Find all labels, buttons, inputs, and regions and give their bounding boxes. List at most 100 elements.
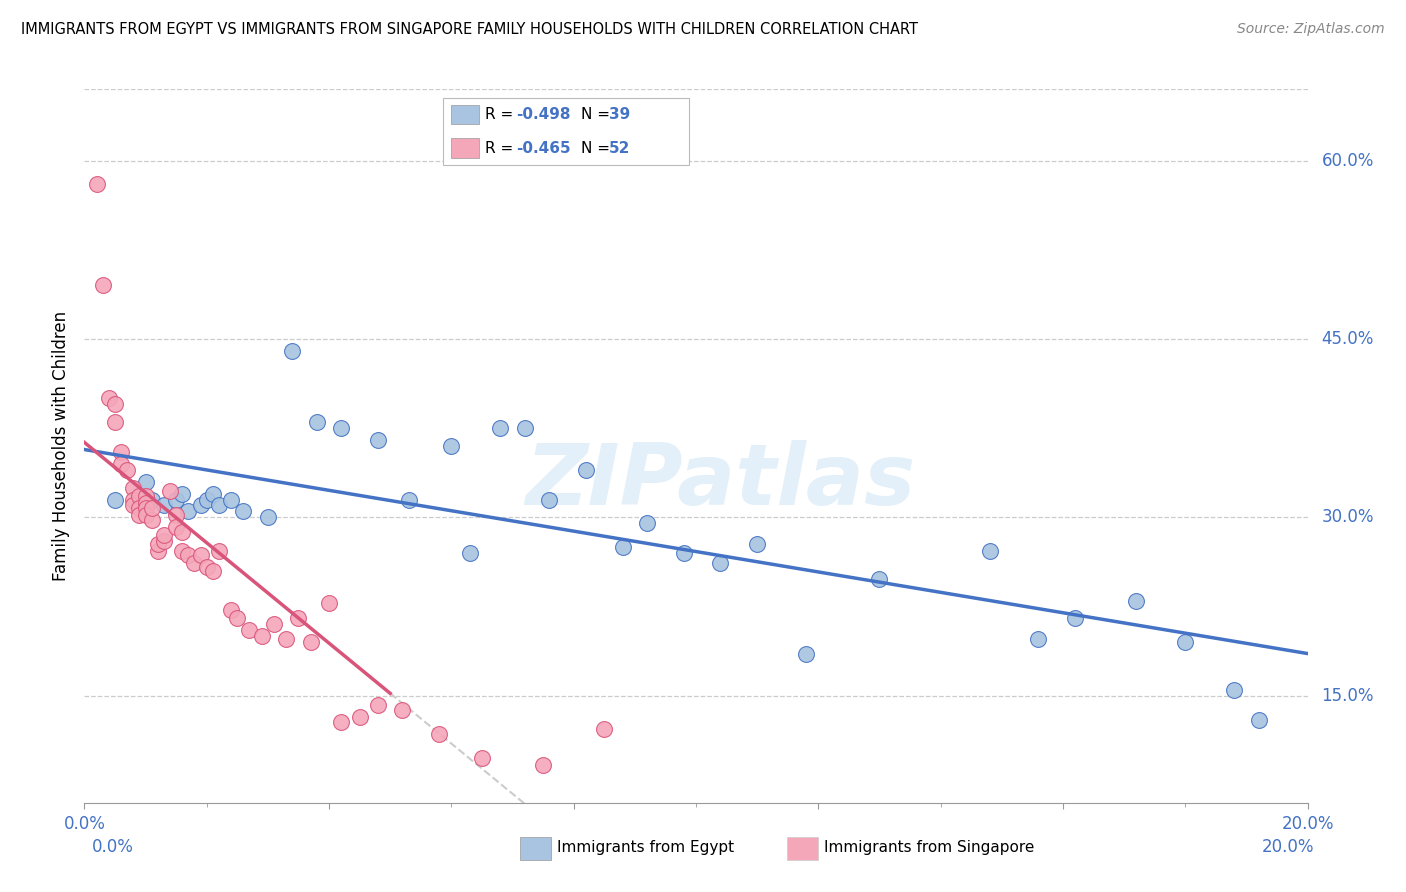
Point	[104, 397, 127, 411]
Text: IMMIGRANTS FROM EGYPT VS IMMIGRANTS FROM SINGAPORE FAMILY HOUSEHOLDS WITH CHILDR: IMMIGRANTS FROM EGYPT VS IMMIGRANTS FROM…	[21, 22, 918, 37]
Point	[183, 556, 205, 570]
Point	[219, 603, 242, 617]
Point	[153, 534, 176, 549]
Point	[538, 492, 561, 507]
Point	[159, 484, 181, 499]
Text: 15.0%: 15.0%	[1322, 687, 1374, 705]
Text: Immigrants from Singapore: Immigrants from Singapore	[824, 840, 1035, 855]
Point	[398, 492, 420, 507]
Text: R =: R =	[485, 107, 519, 122]
Point	[141, 492, 163, 507]
Point	[747, 536, 769, 550]
Point	[190, 549, 212, 563]
Point	[636, 516, 658, 531]
Point	[172, 486, 194, 500]
Point	[141, 500, 163, 515]
Text: 52: 52	[609, 141, 630, 155]
Point	[305, 415, 328, 429]
Point	[250, 629, 273, 643]
Point	[122, 499, 145, 513]
Point	[330, 714, 353, 729]
Point	[153, 528, 176, 542]
Point	[276, 632, 298, 646]
Point	[190, 499, 212, 513]
Point	[794, 647, 817, 661]
Point	[1028, 632, 1050, 646]
Point	[391, 703, 413, 717]
Point	[1223, 682, 1246, 697]
Text: Source: ZipAtlas.com: Source: ZipAtlas.com	[1237, 22, 1385, 37]
Point	[672, 546, 695, 560]
Text: 0.0%: 0.0%	[91, 838, 134, 856]
Point	[208, 499, 231, 513]
Point	[146, 536, 169, 550]
Point	[91, 278, 114, 293]
Point	[226, 611, 249, 625]
Point	[531, 757, 554, 772]
Point	[172, 524, 194, 539]
Point	[349, 710, 371, 724]
Point	[489, 421, 512, 435]
Point	[299, 635, 322, 649]
Point	[257, 510, 280, 524]
Text: 39: 39	[609, 107, 630, 122]
Text: N =: N =	[581, 141, 614, 155]
Point	[135, 489, 157, 503]
Point	[104, 415, 127, 429]
Point	[115, 463, 138, 477]
Point	[330, 421, 353, 435]
Point	[1247, 713, 1270, 727]
Point	[135, 496, 157, 510]
Point	[128, 500, 150, 515]
Point	[263, 617, 285, 632]
Text: -0.498: -0.498	[516, 107, 571, 122]
Point	[97, 392, 120, 406]
Point	[86, 178, 108, 192]
Point	[135, 475, 157, 489]
Text: ZIPatlas: ZIPatlas	[526, 440, 915, 524]
Point	[110, 457, 132, 471]
Point	[177, 504, 200, 518]
Point	[128, 489, 150, 503]
Point	[110, 445, 132, 459]
Point	[979, 543, 1001, 558]
Point	[165, 508, 187, 522]
Point	[165, 492, 187, 507]
Point	[458, 546, 481, 560]
Point	[128, 508, 150, 522]
Point	[177, 549, 200, 563]
Point	[201, 486, 224, 500]
Point	[471, 750, 494, 764]
Point	[219, 492, 242, 507]
Point	[172, 543, 194, 558]
Point	[440, 439, 463, 453]
Point	[1125, 593, 1147, 607]
Point	[104, 492, 127, 507]
Point	[153, 499, 176, 513]
Text: 45.0%: 45.0%	[1322, 330, 1374, 348]
Point	[135, 508, 157, 522]
Point	[869, 572, 891, 586]
Point	[238, 624, 260, 638]
Point	[122, 492, 145, 507]
Point	[367, 698, 389, 713]
Text: -0.465: -0.465	[516, 141, 571, 155]
Text: 60.0%: 60.0%	[1322, 152, 1374, 169]
Point	[232, 504, 254, 518]
Text: Immigrants from Egypt: Immigrants from Egypt	[557, 840, 734, 855]
Point	[709, 556, 731, 570]
Point	[427, 727, 450, 741]
Point	[593, 722, 616, 736]
Point	[1064, 611, 1087, 625]
Point	[1174, 635, 1197, 649]
Point	[318, 596, 340, 610]
Text: 30.0%: 30.0%	[1322, 508, 1374, 526]
Text: R =: R =	[485, 141, 519, 155]
Point	[201, 564, 224, 578]
Point	[281, 343, 304, 358]
Point	[195, 492, 218, 507]
Point	[135, 500, 157, 515]
Point	[513, 421, 536, 435]
Point	[287, 611, 309, 625]
Point	[146, 543, 169, 558]
